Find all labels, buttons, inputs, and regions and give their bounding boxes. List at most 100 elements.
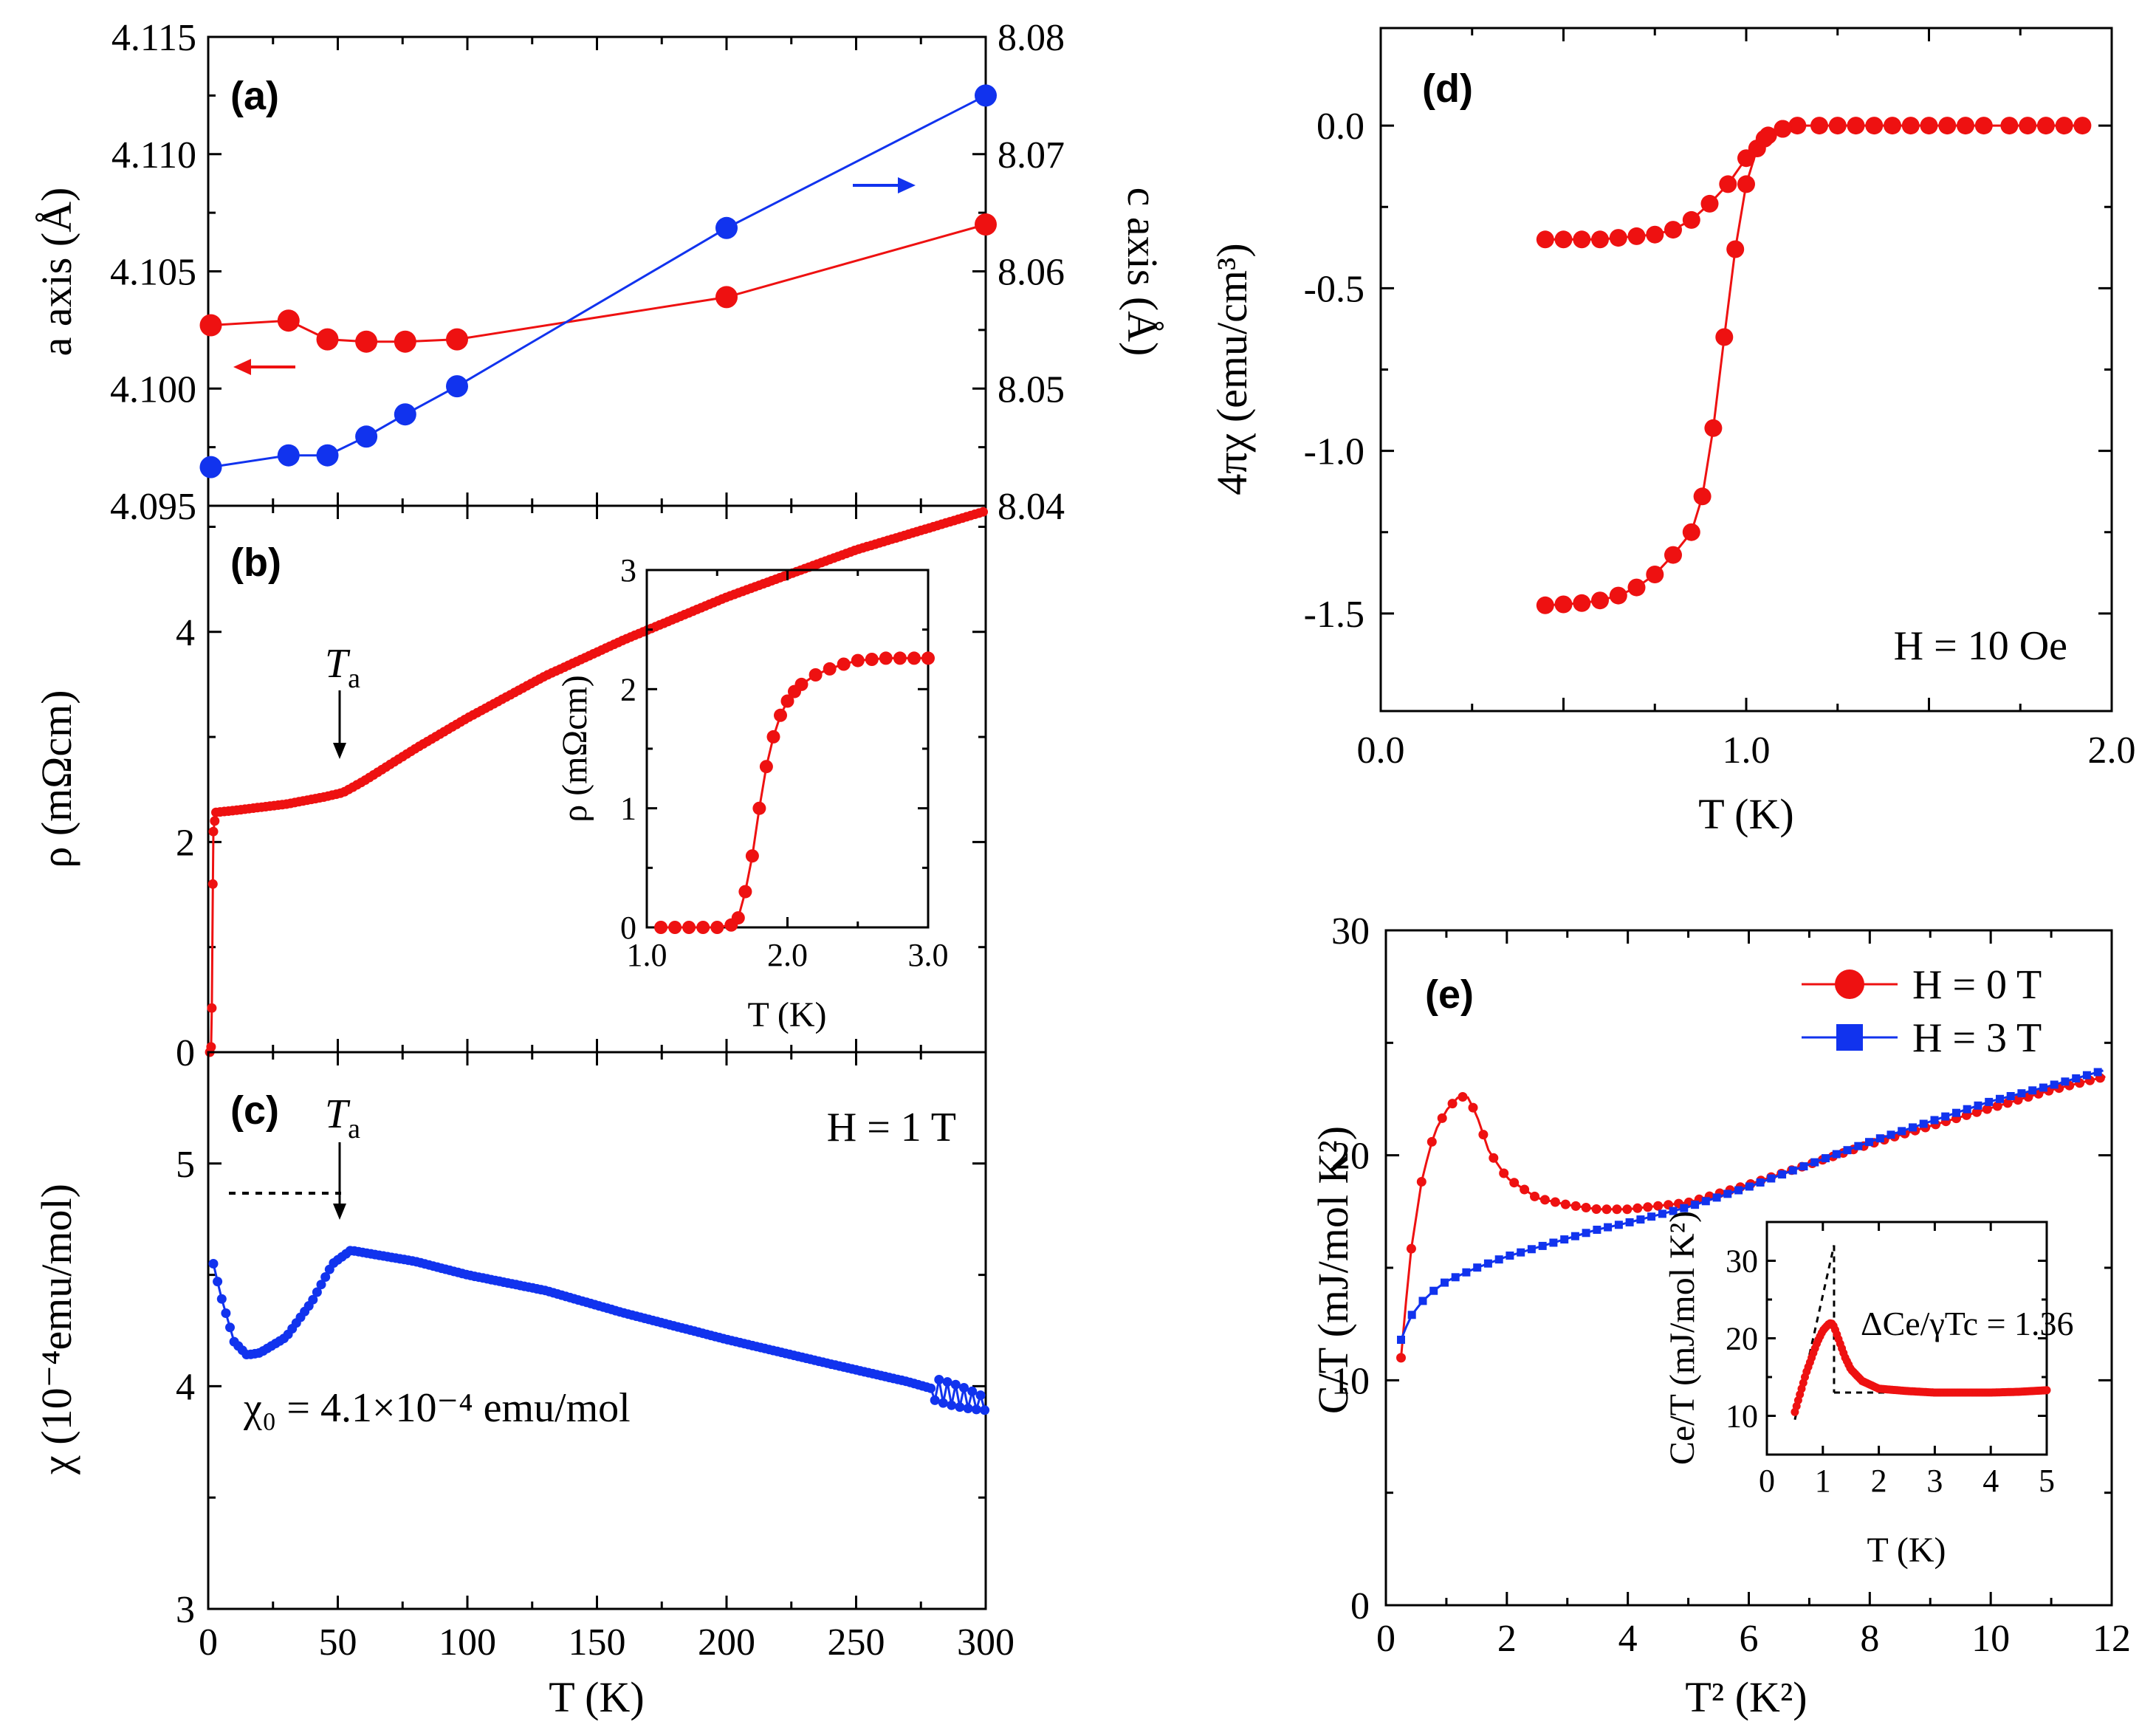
c-axis-point <box>355 425 378 448</box>
e-h3-point <box>1985 1097 1994 1106</box>
c-susceptibility-point <box>213 1277 223 1287</box>
e-h3-point <box>1898 1127 1906 1136</box>
panel-c: 3 4 5 0 50 100 150 200 250 300 (c) Ta H = 1 T χ₀… <box>32 1051 1015 1721</box>
a-axis-point <box>355 330 378 353</box>
e-xtick-label: 0 <box>1376 1618 1395 1660</box>
legend-label-h3: H = 3 T <box>1912 1015 2042 1061</box>
c-susceptibility-point <box>950 1379 961 1390</box>
d-fc-point <box>1554 230 1573 249</box>
e-h0-point <box>1416 1177 1427 1187</box>
c-susceptibility-point <box>216 1294 227 1304</box>
d-zfc-point <box>1627 578 1646 597</box>
d-zfc-point <box>1554 595 1573 614</box>
e-h3-point <box>1778 1170 1787 1179</box>
e-ytick-label: 20 <box>1331 1136 1370 1178</box>
a-ytick-label-left: 4.100 <box>110 368 196 411</box>
e-h3-point <box>1886 1130 1895 1139</box>
panel-b-frame <box>207 504 987 1054</box>
e-h3-point <box>1441 1278 1449 1287</box>
d-zfc-point <box>1974 117 1993 135</box>
c-xtick-label: 100 <box>439 1621 496 1664</box>
e-h3-point <box>1919 1119 1928 1128</box>
d-fc-point <box>1627 227 1646 245</box>
c-axis-point <box>394 403 416 426</box>
d-fc-point <box>1646 225 1664 244</box>
a-axis-line <box>210 223 986 343</box>
c-susceptibility-point <box>208 1259 219 1269</box>
e-h3-point <box>1799 1162 1808 1171</box>
d-zfc-point <box>1573 594 1591 612</box>
d-xtick-label: 2.0 <box>2088 730 2136 772</box>
e-h0-point <box>1982 1104 1992 1114</box>
e-h0-point <box>1601 1204 1612 1215</box>
e-h3-point <box>2093 1068 2102 1077</box>
b-inset-point <box>851 653 865 667</box>
d-zfc-point <box>1693 487 1712 506</box>
panel-a: 4.095 4.100 4.105 4.110 4.115 8.04 8.05 8.06 8.… <box>32 17 1167 528</box>
b-resistivity-point <box>206 1042 216 1052</box>
e-h3-point <box>2028 1086 2037 1095</box>
e-h3-point <box>2017 1089 2026 1098</box>
e-h0-point <box>2002 1098 2013 1108</box>
e-xtick-label: 8 <box>1860 1618 1879 1660</box>
b-inset-frame <box>645 569 930 929</box>
e-h3-point <box>1418 1297 1427 1305</box>
b-inset-point <box>780 694 794 708</box>
a-axis-point <box>975 213 997 236</box>
c-axis-point <box>975 84 997 107</box>
b-inset-point <box>682 921 696 934</box>
c-susceptibility-point <box>221 1308 231 1318</box>
e-h3-point <box>1397 1336 1405 1344</box>
d-ytick-label: -0.5 <box>1304 268 1364 310</box>
a-ytick-label-right: 8.08 <box>998 17 1065 59</box>
c-susceptibility-point <box>955 1402 965 1413</box>
d-zfc-point <box>1828 117 1847 135</box>
c-ytick-label: 5 <box>176 1144 195 1186</box>
e-h3-point <box>1658 1209 1666 1218</box>
e-xtick-label: 4 <box>1618 1618 1638 1660</box>
e-xtick-label: 2 <box>1497 1618 1517 1660</box>
b-inset-point <box>766 730 780 744</box>
e-h0-point <box>1633 1203 1643 1213</box>
c-susceptibility-point <box>980 1405 990 1415</box>
a-ylabel-left: a axis (Å) <box>32 188 80 357</box>
c-susceptibility-point <box>975 1390 986 1401</box>
b-inset-point <box>752 801 766 815</box>
b-resistivity-point <box>208 826 219 837</box>
a-axis-point <box>394 330 416 353</box>
b-inset-point <box>823 662 837 676</box>
b-ylabel: ρ (mΩcm) <box>32 690 80 868</box>
e-h3-point <box>1875 1134 1884 1143</box>
e-h3-point <box>1517 1248 1525 1257</box>
b-inset-point <box>738 885 752 899</box>
b-resistivity-point <box>207 1003 217 1013</box>
d-zfc-point <box>2073 117 2092 135</box>
panel-c-label: (c) <box>230 1088 279 1133</box>
c-susceptibility-point <box>225 1322 235 1333</box>
d-fc-point <box>1774 120 1792 138</box>
e-ytick-label: 30 <box>1331 910 1370 952</box>
d-zfc-point <box>2055 117 2073 135</box>
e-h0-point <box>1581 1203 1591 1212</box>
e-h0-point <box>2023 1092 2033 1102</box>
e-h3-point <box>1625 1218 1634 1226</box>
d-ylabel: 4πχ (emu/cm³) <box>1208 243 1256 495</box>
a-axis-point <box>715 286 738 309</box>
e-inset-point <box>2042 1386 2051 1395</box>
e-h3-point <box>2072 1074 2081 1082</box>
e-h0-point <box>1653 1201 1664 1211</box>
c-xtick-label: 250 <box>828 1621 885 1664</box>
e-xtick-label: 12 <box>2093 1618 2131 1660</box>
e-h3-point <box>1407 1311 1416 1319</box>
e-inset-ytick-label: 10 <box>1726 1398 1758 1435</box>
e-h0-point <box>1478 1130 1489 1140</box>
e-h0-point <box>1447 1099 1458 1109</box>
d-xtick-label: 1.0 <box>1723 730 1771 772</box>
e-inset-xtick-label: 4 <box>1982 1463 1999 1499</box>
e-h0-point <box>1539 1195 1550 1205</box>
b-inset-point <box>879 651 893 665</box>
d-zfc-point <box>1609 586 1627 605</box>
e-inset-xtick-label: 3 <box>1926 1463 1943 1499</box>
e-h0-point <box>1550 1197 1560 1207</box>
